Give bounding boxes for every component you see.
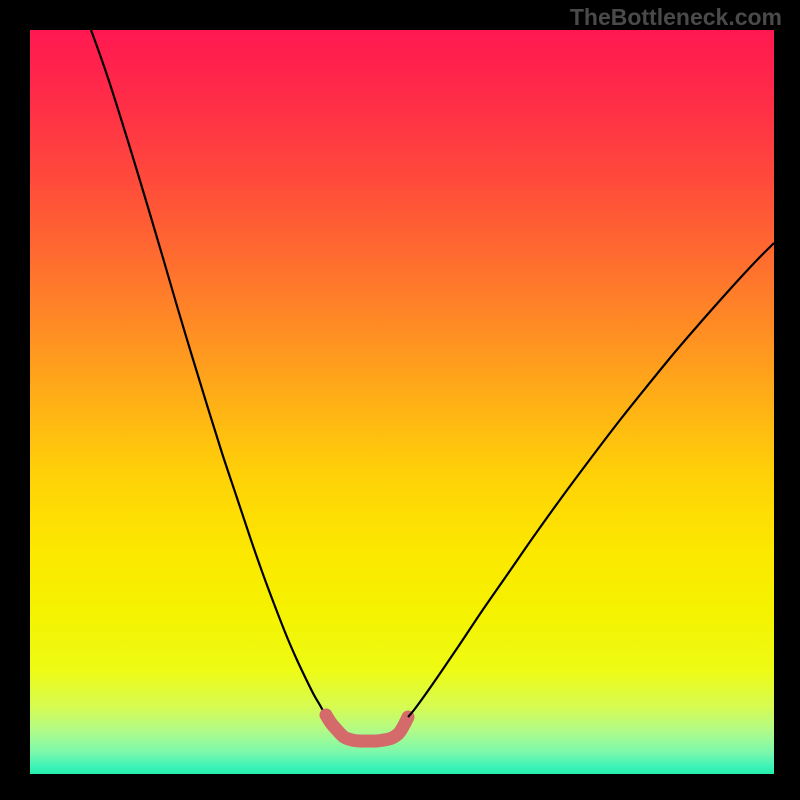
right-curve: [408, 243, 774, 717]
curve-overlay: [0, 0, 800, 800]
marker-segment: [326, 715, 408, 741]
left-curve: [91, 30, 326, 717]
watermark-text: TheBottleneck.com: [570, 4, 782, 31]
